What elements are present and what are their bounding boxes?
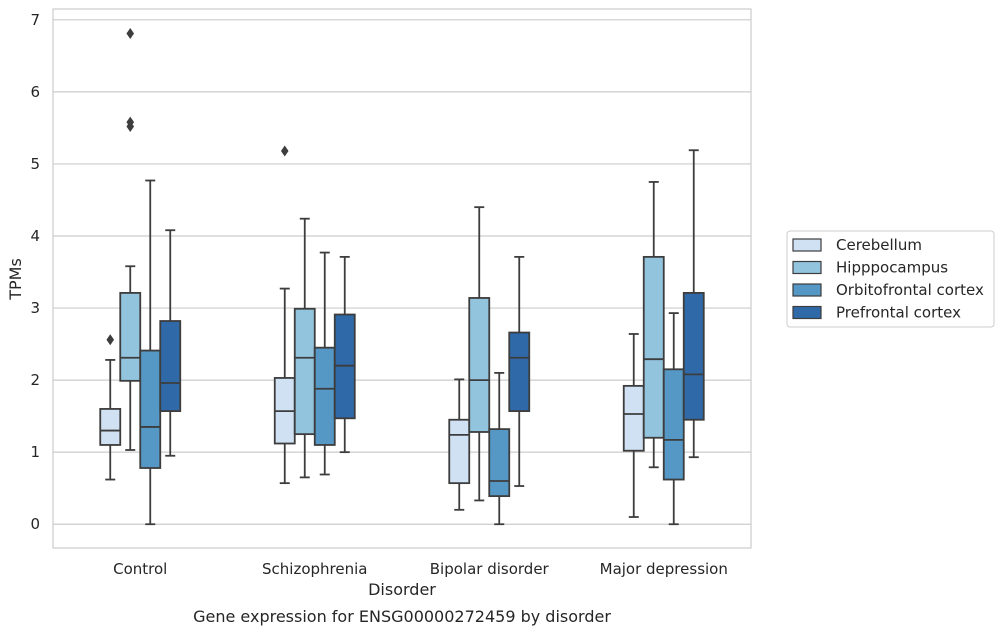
legend-label-2: Orbitofrontal cortex xyxy=(836,281,984,299)
box-1-2-body xyxy=(468,297,491,433)
box-0-3-body xyxy=(622,384,645,452)
legend-swatch-3 xyxy=(792,305,822,320)
box-2-2-body xyxy=(488,428,511,498)
x-tick-label-0: Control xyxy=(113,560,167,578)
y-tick-label-6: 6 xyxy=(30,83,40,101)
legend: Cerebellum Hipppocampus Orbitofrontal cort… xyxy=(786,230,995,328)
box-2-1-body xyxy=(313,346,336,446)
y-tick-label-5: 5 xyxy=(30,155,40,173)
y-tick-label-3: 3 xyxy=(30,299,40,317)
box-0-2-body xyxy=(448,418,471,485)
chart-caption: Gene expression for ENSG00000272459 by d… xyxy=(193,607,611,626)
plot-area xyxy=(52,8,752,549)
gridlines xyxy=(53,19,751,525)
y-axis-ticks: 0 1 2 3 4 5 6 7 xyxy=(30,11,40,533)
box-2-0-body xyxy=(139,349,162,469)
y-tick-label-4: 4 xyxy=(30,227,40,245)
box-1-0-outlier-2 xyxy=(126,28,135,39)
box-2-3-body xyxy=(662,368,685,481)
legend-label-0: Cerebellum xyxy=(836,236,922,254)
box-1-3-body xyxy=(642,255,665,439)
x-axis-ticks: Control Schizophrenia Bipolar disorder Majo… xyxy=(113,560,728,578)
box-0-1-outlier-0 xyxy=(280,145,289,157)
legend-label-1: Hipppocampus xyxy=(836,259,948,277)
y-tick-label-7: 7 xyxy=(30,11,40,29)
box-3-0-body xyxy=(159,320,182,412)
y-tick-label-0: 0 xyxy=(30,515,40,533)
box-1-0-body xyxy=(119,292,142,382)
legend-swatch-1 xyxy=(792,260,822,275)
legend-swatch-0 xyxy=(792,238,822,252)
legend-swatch-2 xyxy=(792,283,822,297)
y-axis-label: TPMs xyxy=(6,258,25,301)
legend-label-3: Prefrontal cortex xyxy=(836,304,961,322)
box-0-0-outlier-0 xyxy=(106,334,115,346)
x-tick-label-3: Major depression xyxy=(600,560,728,578)
boxes xyxy=(99,28,705,526)
box-3-2-body xyxy=(508,331,531,412)
box-0-0-body xyxy=(99,408,122,446)
x-tick-label-1: Schizophrenia xyxy=(262,560,367,578)
y-tick-label-1: 1 xyxy=(30,443,40,461)
box-1-0-outlier-1 xyxy=(126,116,135,128)
y-tick-label-2: 2 xyxy=(30,371,40,389)
x-tick-label-2: Bipolar disorder xyxy=(430,560,550,578)
x-axis-label: Disorder xyxy=(368,580,436,599)
legend-frame xyxy=(786,230,995,328)
box-3-3-body xyxy=(682,292,705,421)
box-1-1-body xyxy=(293,307,316,436)
